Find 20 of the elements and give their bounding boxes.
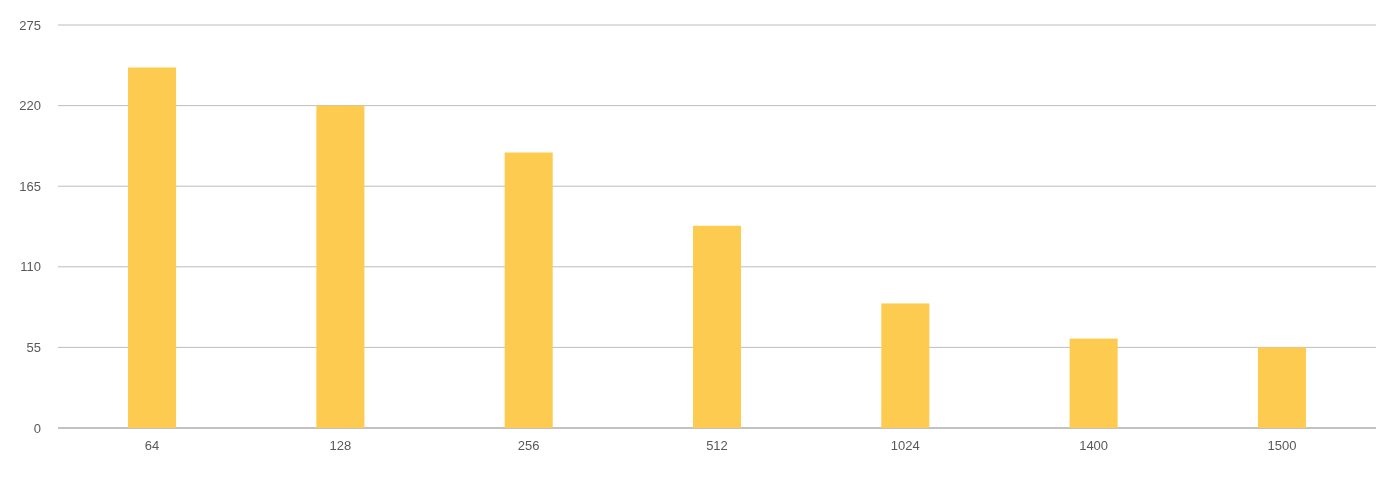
- bar: [1069, 338, 1118, 428]
- y-tick-label: 220: [19, 98, 41, 114]
- x-tick-label: 1024: [890, 438, 920, 453]
- y-tick-label: 275: [19, 17, 41, 33]
- x-tick-label: 128: [329, 438, 352, 453]
- y-tick-label: 165: [19, 178, 41, 194]
- bar: [1257, 347, 1306, 428]
- bar: [316, 105, 365, 428]
- bar: [504, 152, 553, 428]
- x-tick-label: 64: [144, 438, 160, 453]
- bar: [692, 225, 742, 428]
- x-tick-label: 512: [706, 438, 728, 453]
- y-tick-label: 0: [33, 420, 41, 436]
- y-tick-label: 55: [26, 339, 41, 355]
- x-tick-label: 1500: [1267, 438, 1297, 453]
- x-tick-label: 1400: [1079, 438, 1109, 453]
- bar: [128, 67, 177, 428]
- bar: [881, 303, 930, 428]
- x-tick-label: 256: [517, 438, 540, 453]
- y-tick-label: 110: [20, 259, 41, 275]
